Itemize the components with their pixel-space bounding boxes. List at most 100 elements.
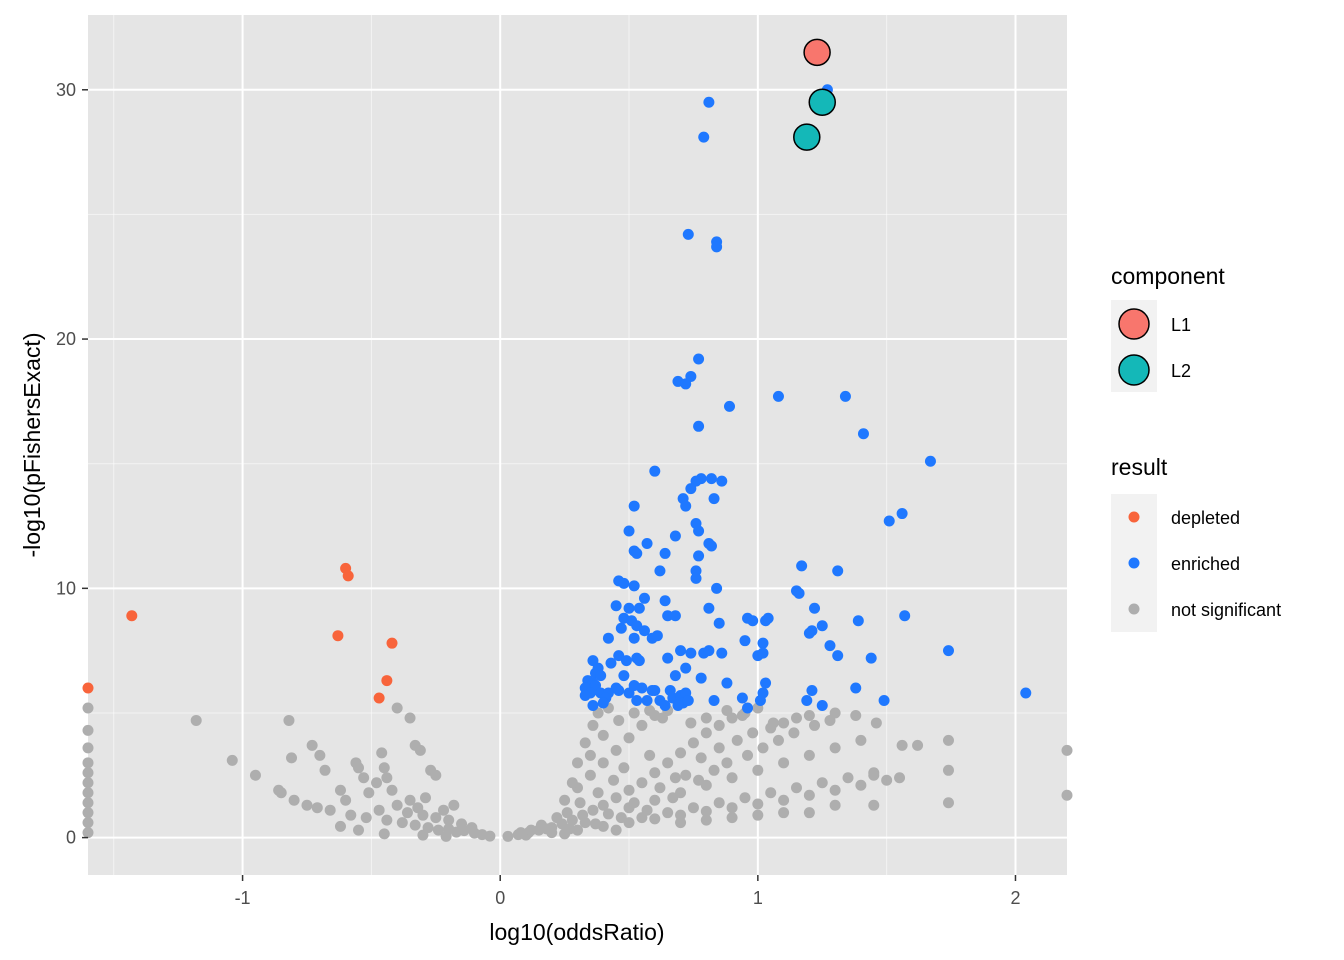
point-not-significant — [301, 799, 313, 811]
point-not-significant — [358, 772, 370, 784]
point-not-significant — [381, 814, 393, 826]
point-enriched — [690, 572, 702, 584]
point-not-significant — [1061, 789, 1073, 801]
point-not-significant — [572, 757, 583, 769]
point-enriched — [695, 672, 707, 684]
legend-component-title: component — [1111, 263, 1225, 289]
legend-label-not-significant: not significant — [1171, 600, 1281, 620]
point-enriched — [631, 547, 643, 559]
point-enriched — [711, 582, 723, 594]
point-enriched — [610, 600, 622, 612]
point-enriched — [659, 595, 671, 607]
point-enriched — [716, 647, 728, 659]
point-not-significant — [675, 747, 687, 759]
point-enriched — [675, 645, 687, 657]
point-not-significant — [414, 744, 426, 756]
point-enriched — [638, 592, 650, 604]
point-not-significant — [417, 809, 429, 821]
point-not-significant — [636, 719, 648, 731]
point-not-significant — [636, 777, 648, 789]
point-not-significant — [82, 827, 94, 839]
point-enriched — [669, 610, 681, 622]
point-not-significant — [824, 714, 836, 726]
point-enriched — [757, 647, 769, 659]
point-not-significant — [713, 719, 725, 731]
point-not-significant — [618, 762, 630, 774]
point-not-significant — [401, 807, 413, 819]
point-component-l2 — [808, 88, 836, 116]
point-not-significant — [628, 797, 640, 809]
point-not-significant — [430, 812, 442, 824]
x-tick-label: 1 — [753, 888, 763, 908]
legend-key-enriched — [1128, 557, 1140, 569]
point-not-significant — [592, 787, 604, 799]
point-not-significant — [693, 774, 705, 786]
point-not-significant — [610, 792, 622, 804]
point-enriched — [883, 515, 895, 527]
point-not-significant — [404, 794, 416, 806]
point-enriched — [803, 627, 815, 639]
point-not-significant — [855, 734, 867, 746]
point-not-significant — [680, 769, 692, 781]
point-not-significant — [829, 742, 841, 754]
point-not-significant — [82, 797, 94, 809]
plot-panel — [88, 15, 1067, 875]
point-not-significant — [391, 702, 403, 714]
point-not-significant — [615, 812, 627, 824]
point-not-significant — [649, 767, 661, 779]
point-enriched — [806, 685, 818, 697]
point-enriched — [865, 652, 877, 664]
point-enriched — [754, 695, 766, 707]
point-not-significant — [440, 830, 452, 842]
point-enriched — [757, 637, 769, 649]
legend-result-title: result — [1111, 454, 1168, 480]
legend-key-l2 — [1118, 354, 1150, 386]
point-not-significant — [535, 819, 547, 831]
point-enriched — [651, 630, 663, 642]
point-not-significant — [649, 794, 661, 806]
point-not-significant — [868, 799, 880, 811]
point-not-significant — [597, 799, 609, 811]
point-not-significant — [894, 772, 906, 784]
point-enriched — [708, 695, 720, 707]
x-tick-label: 0 — [495, 888, 505, 908]
y-tick-label: 30 — [56, 80, 76, 100]
point-not-significant — [378, 828, 390, 840]
point-not-significant — [525, 824, 537, 836]
point-not-significant — [597, 729, 609, 741]
point-not-significant — [561, 807, 573, 819]
x-tick-label: -1 — [235, 888, 251, 908]
point-not-significant — [713, 742, 725, 754]
point-not-significant — [708, 764, 720, 776]
point-not-significant — [667, 792, 679, 804]
point-not-significant — [700, 805, 712, 817]
point-not-significant — [466, 822, 478, 834]
point-not-significant — [502, 830, 514, 842]
point-enriched — [628, 580, 640, 592]
point-enriched — [708, 493, 720, 505]
point-not-significant — [726, 812, 738, 824]
point-not-significant — [82, 767, 94, 779]
point-not-significant — [662, 757, 674, 769]
point-not-significant — [82, 777, 94, 789]
point-not-significant — [1061, 744, 1073, 756]
point-enriched — [623, 525, 635, 537]
point-not-significant — [82, 742, 94, 754]
point-enriched — [646, 685, 658, 697]
point-not-significant — [551, 812, 563, 824]
point-enriched — [724, 400, 736, 412]
point-not-significant — [484, 830, 496, 842]
point-not-significant — [311, 802, 323, 814]
legend-label-depleted: depleted — [1171, 508, 1240, 528]
point-not-significant — [713, 797, 725, 809]
minor-gridlines — [88, 15, 1067, 875]
point-not-significant — [590, 818, 602, 830]
point-enriched — [672, 699, 684, 711]
point-not-significant — [376, 747, 388, 759]
point-enriched — [705, 540, 717, 552]
point-enriched — [809, 602, 821, 614]
point-not-significant — [286, 752, 298, 764]
point-enriched — [659, 699, 671, 711]
point-not-significant — [942, 764, 954, 776]
point-enriched — [613, 685, 625, 697]
